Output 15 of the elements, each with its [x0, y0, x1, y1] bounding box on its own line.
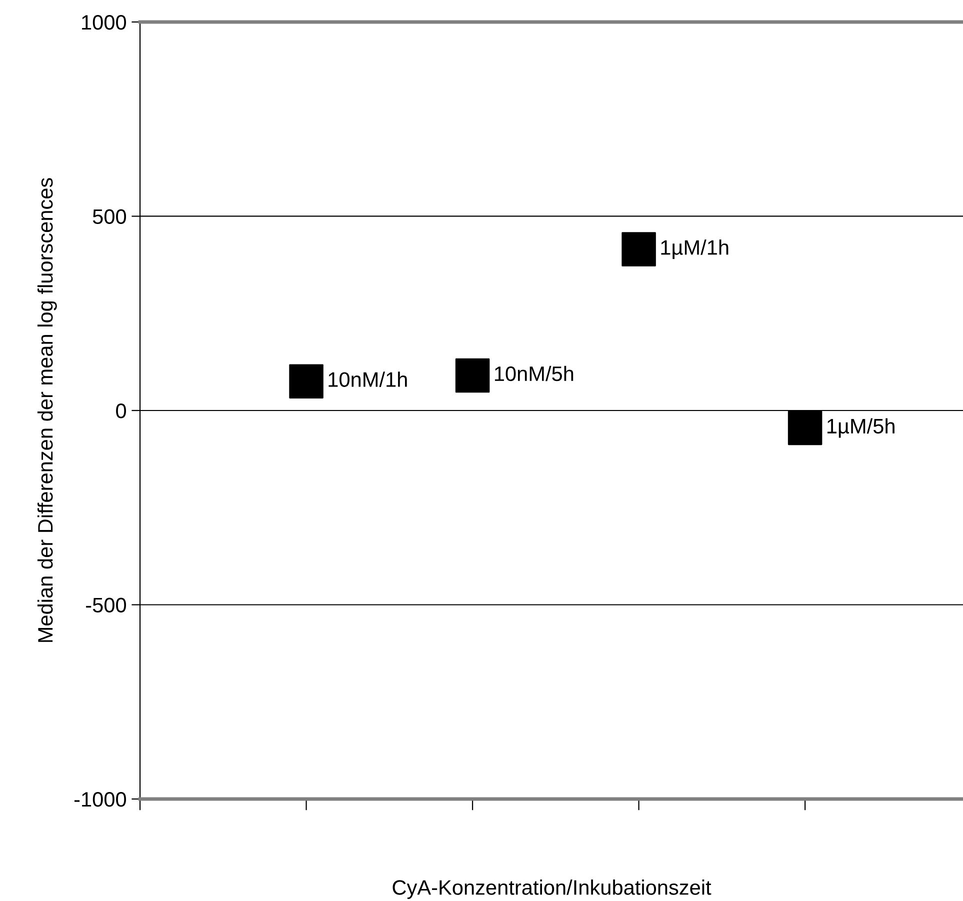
y-tick-label: 500	[92, 209, 126, 224]
y-tick-label: 1000	[82, 14, 126, 30]
y-tick-label: 0	[116, 403, 126, 418]
y-axis-title: Median der Differenzen der mean log fluorscences	[37, 178, 57, 642]
point	[788, 410, 822, 446]
y-tick-label: -500	[86, 598, 126, 613]
y-tick-label: -1000	[74, 792, 126, 807]
x-axis-title: CyA-Konzentration/Inkubationszeit	[392, 880, 712, 899]
series-label: 1µM/5h	[827, 418, 894, 438]
series-label: 10nM/1h	[328, 372, 407, 387]
series-label: 1µM/1h	[661, 240, 728, 259]
point	[455, 358, 490, 393]
series-label: 10nM/5h	[494, 366, 574, 382]
point	[622, 232, 656, 266]
point	[289, 364, 324, 398]
